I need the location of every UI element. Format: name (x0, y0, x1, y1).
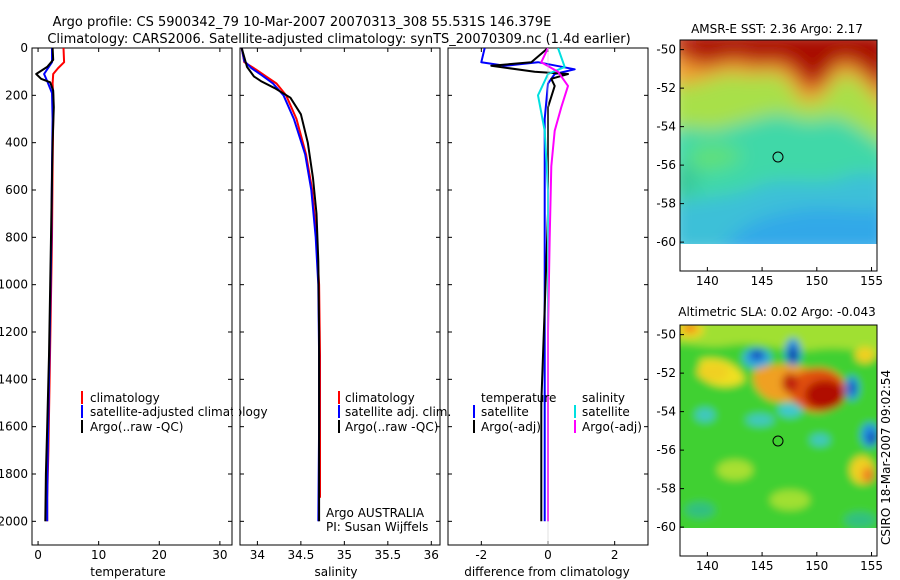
x-tick-label: 10 (91, 548, 106, 562)
legend-label-sal-argo: Argo(-adj) (582, 420, 642, 434)
series-line-temperature-2 (35, 48, 55, 522)
map-y-tick-label: -52 (656, 81, 676, 95)
salinity-axis-label: salinity (314, 565, 357, 579)
x-tick-label: 30 (212, 548, 227, 562)
y-tick-label: 400 (5, 136, 28, 150)
difference-lines (480, 48, 576, 522)
y-tick-label: 1000 (0, 278, 28, 292)
map-y-tick-label: -58 (656, 197, 676, 211)
legend-label-climatology: climatology (90, 391, 160, 405)
series-line-salinity-2 (240, 48, 321, 522)
map-y-tick-label: -52 (656, 366, 676, 380)
x-tick-label: 34 (250, 548, 265, 562)
map-y-tick-label: -60 (656, 235, 676, 249)
figure-title-line2: Climatology: CARS2006. Satellite-adjuste… (47, 32, 630, 47)
difference-x-ticks: -2 0 2 (475, 48, 618, 562)
x-tick-label: 34.5 (288, 548, 315, 562)
temperature-legend: climatology satellite-adjusted climatolo… (81, 391, 268, 434)
salinity-legend: climatology satellite adj. clim. Argo(..… (338, 391, 451, 434)
series-line-difference-1 (490, 48, 569, 522)
y-tick-label: 1400 (0, 372, 28, 386)
x-tick-label: 35 (337, 548, 352, 562)
creation-stamp: CSIRO 18-Mar-2007 09:02:54 (879, 370, 893, 545)
map-x-tick-label: 145 (751, 559, 774, 573)
series-line-difference-0 (480, 48, 576, 522)
argo-program-note: Argo AUSTRALIA (326, 506, 425, 520)
y-tick-label: 2000 (0, 514, 28, 528)
y-tick-label: 200 (5, 88, 28, 102)
sla-map-frame (679, 324, 878, 557)
map-y-tick-label: -50 (656, 328, 676, 342)
map-x-tick-label: 140 (696, 274, 719, 288)
x-tick-label: 36 (424, 548, 439, 562)
y-tick-label: 1200 (0, 325, 28, 339)
sla-argo-marker (772, 435, 784, 447)
legend-clip-mask (233, 390, 239, 435)
temperature-axis-label: temperature (90, 565, 165, 579)
map-x-tick-label: 145 (751, 274, 774, 288)
series-line-salinity-0 (240, 48, 321, 498)
map-y-tick-label: -50 (656, 43, 676, 57)
sla-map-ticks: 140 145 150 155 -50 -52 -54 -56 -58 -60 (656, 328, 883, 573)
figure-title-line1: Argo profile: CS 5900342_79 10-Mar-2007 … (53, 15, 552, 30)
legend-label-argo: Argo(..raw -QC) (90, 420, 183, 434)
map-y-tick-label: -54 (656, 405, 676, 419)
map-x-tick-label: 155 (860, 559, 883, 573)
argo-pi-note: PI: Susan Wijffels (326, 520, 428, 534)
difference-axis-label: difference from climatology (464, 565, 630, 579)
y-tick-label: 800 (5, 230, 28, 244)
map-x-tick-label: 140 (696, 559, 719, 573)
salinity-x-ticks: 34 34.5 35 35.5 36 (250, 48, 439, 562)
legend-label-satellite: satellite-adjusted climatology (90, 405, 268, 419)
legend-label-temp-satellite: satellite (481, 405, 529, 419)
x-tick-label: 0 (34, 548, 42, 562)
temperature-lines (35, 48, 66, 522)
map-x-tick-label: 150 (805, 274, 828, 288)
map-y-tick-label: -58 (656, 482, 676, 496)
temperature-panel-frame (31, 47, 233, 546)
map-x-tick-label: 155 (860, 274, 883, 288)
map-y-tick-label: -56 (656, 443, 676, 457)
x-tick-label: 0 (544, 548, 552, 562)
salinity-lines (240, 48, 321, 522)
y-tick-label: 600 (5, 183, 28, 197)
sst-map-ticks: 140 145 150 155 -50 -52 -54 -56 -58 -60 (656, 43, 883, 288)
x-tick-label: -2 (475, 548, 487, 562)
map-y-tick-label: -56 (656, 158, 676, 172)
legend-label-temp-argo: Argo(-adj) (481, 420, 541, 434)
series-line-salinity-1 (240, 48, 321, 522)
y-tick-label: 0 (20, 41, 28, 55)
depth-axis-ticks: 0 200 400 600 800 1000 1200 1400 1600 1800 2000 (0, 41, 648, 528)
legend-label-satellite: satellite adj. clim. (345, 405, 451, 419)
map-y-tick-label: -60 (656, 520, 676, 534)
legend-label-argo: Argo(..raw -QC) (345, 420, 438, 434)
legend-title-salinity: salinity (582, 391, 625, 405)
map-y-tick-label: -54 (656, 120, 676, 134)
sst-argo-marker (772, 151, 784, 163)
map-x-tick-label: 150 (805, 559, 828, 573)
x-tick-label: 20 (152, 548, 167, 562)
salinity-panel-frame (239, 47, 441, 546)
sla-heatmap (680, 325, 877, 528)
sla-map-title: Altimetric SLA: 0.02 Argo: -0.043 (678, 305, 875, 319)
y-tick-label: 1600 (0, 420, 28, 434)
legend-label-sal-satellite: satellite (582, 405, 630, 419)
sst-map-frame (679, 39, 878, 272)
y-tick-label: 1800 (0, 467, 28, 481)
sst-heatmap (680, 40, 877, 244)
temperature-x-ticks: 0 10 20 30 (34, 48, 228, 562)
x-tick-label: 35.5 (374, 548, 401, 562)
legend-title-temperature: temperature (481, 391, 556, 405)
difference-legend: temperature salinity satellite Argo(-adj… (473, 391, 642, 434)
legend-label-climatology: climatology (345, 391, 415, 405)
x-tick-label: 2 (611, 548, 619, 562)
sst-map-title: AMSR-E SST: 2.36 Argo: 2.17 (691, 22, 863, 36)
series-line-temperature-1 (43, 48, 54, 522)
